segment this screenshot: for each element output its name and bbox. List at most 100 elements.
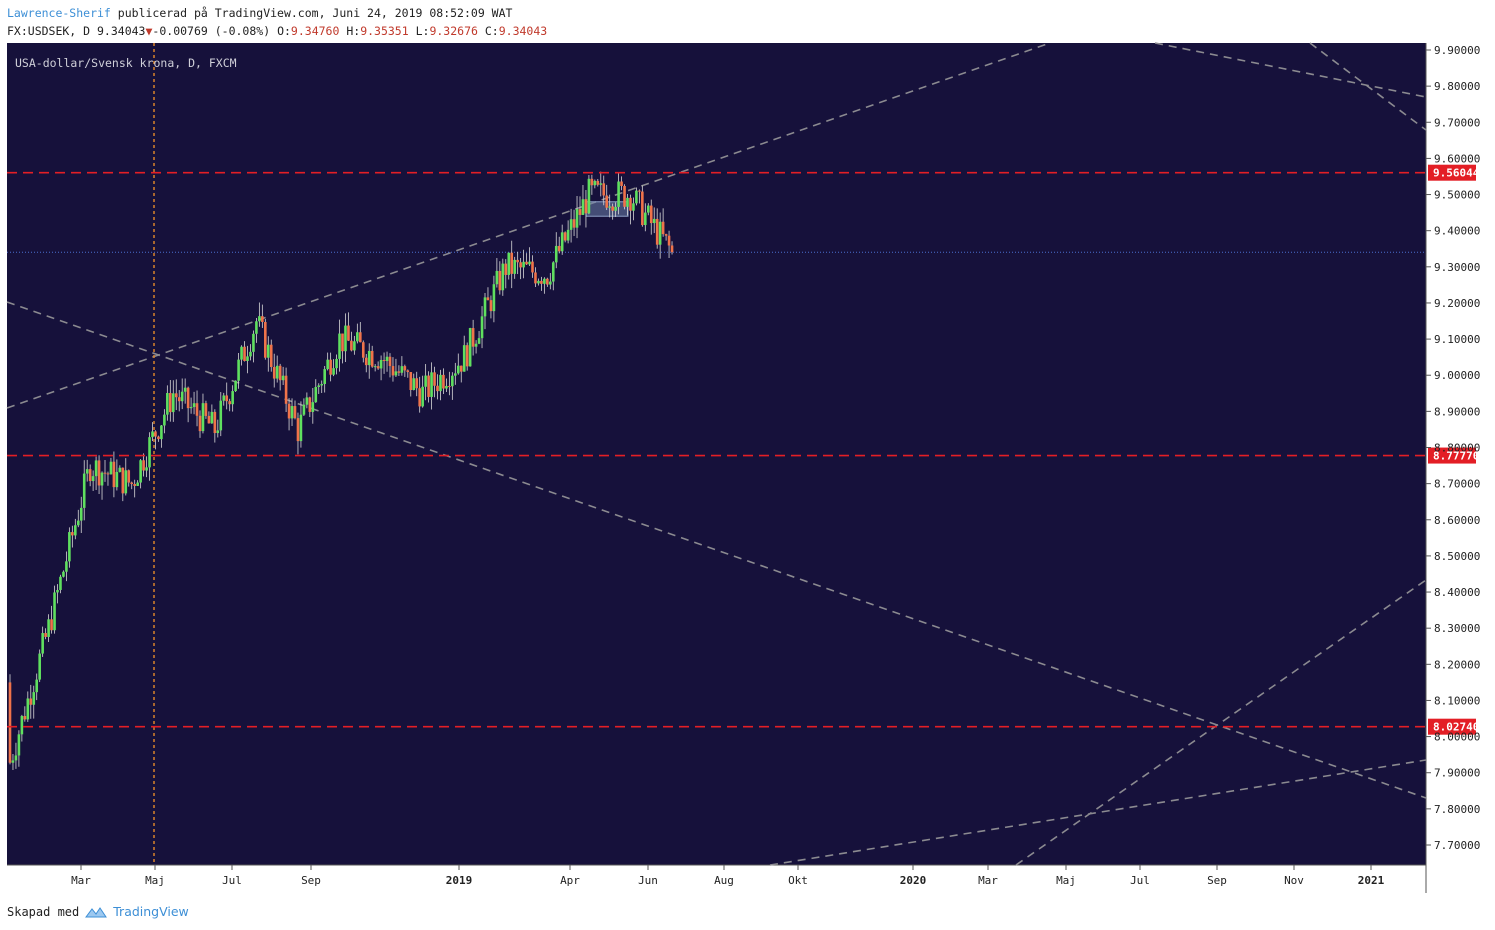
candle-up <box>305 397 309 405</box>
candle-up <box>569 219 573 230</box>
candle-up <box>513 259 516 274</box>
candle-down <box>465 345 469 367</box>
candle-down <box>177 397 181 402</box>
tradingview-brand[interactable]: TradingView <box>113 904 189 919</box>
y-tick-label: 8.40000 <box>1434 586 1480 599</box>
candle-down <box>213 411 217 434</box>
x-tick-label: Mar <box>978 874 998 887</box>
candle-down <box>602 183 606 196</box>
y-tick-label: 9.60000 <box>1434 152 1480 165</box>
candle-down <box>198 415 202 432</box>
candle-up <box>507 252 511 275</box>
candle-up <box>17 734 21 756</box>
candle-down <box>433 372 436 386</box>
candle-up <box>317 385 321 387</box>
candle-down <box>578 209 582 215</box>
candle-down <box>667 235 671 246</box>
candle-up <box>201 403 205 432</box>
candle-up <box>385 356 389 362</box>
x-tick-label: Jun <box>638 874 658 887</box>
x-tick-label: 2020 <box>900 874 927 887</box>
candle-down <box>243 346 246 361</box>
candle-down <box>361 342 365 358</box>
candle-up <box>41 633 44 654</box>
candle-up <box>100 472 104 486</box>
candle-up <box>255 321 258 334</box>
candle-down <box>127 470 131 483</box>
candle-down <box>388 356 392 367</box>
candle-down <box>489 300 493 312</box>
candle-up <box>275 365 279 379</box>
x-tick-label: Okt <box>788 874 808 887</box>
candle-up <box>439 374 442 392</box>
candle-down <box>418 388 421 407</box>
candle-down <box>486 297 490 301</box>
candle-down <box>510 252 514 274</box>
y-tick-label: 8.10000 <box>1434 694 1480 707</box>
candle-down <box>264 322 267 358</box>
candle-down <box>106 473 110 475</box>
candle-up <box>593 180 597 186</box>
candle-up <box>219 400 223 431</box>
trend-line-bottom-flat <box>769 759 1427 866</box>
candle-down <box>442 374 445 389</box>
candle-up <box>373 366 377 368</box>
candle-down <box>296 418 300 442</box>
candle-up <box>160 425 163 440</box>
candle-down <box>308 397 312 412</box>
tradingview-logo-icon <box>85 906 108 917</box>
candle-up <box>231 391 234 405</box>
candle-up <box>38 653 41 680</box>
candle-down <box>157 436 160 440</box>
price-level-label: 8.77770 <box>1433 450 1479 463</box>
candle-down <box>471 328 475 347</box>
candle-up <box>421 386 424 407</box>
candle-down <box>397 371 401 373</box>
candle-up <box>323 369 326 385</box>
candle-up <box>430 372 433 397</box>
x-tick-label: Jul <box>1130 874 1150 887</box>
candle-up <box>47 619 50 637</box>
price-axis[interactable] <box>1426 43 1495 893</box>
candle-up <box>299 414 303 442</box>
candle-down <box>664 234 668 236</box>
candle-up <box>353 341 356 351</box>
candle-up <box>599 183 603 185</box>
candle-up <box>11 760 15 763</box>
high-label: H: <box>346 24 361 38</box>
candle-down <box>112 461 116 488</box>
candle-up <box>646 205 650 213</box>
candle-up <box>626 197 629 207</box>
candle-down <box>225 395 229 402</box>
y-tick-label: 8.00000 <box>1434 731 1480 744</box>
candle-up <box>115 471 119 488</box>
candle-down <box>50 619 53 631</box>
x-tick-label: 2019 <box>446 874 473 887</box>
candle-up <box>451 375 454 387</box>
time-axis[interactable] <box>7 865 1426 893</box>
x-tick-label: Sep <box>301 874 321 887</box>
candle-up <box>575 209 579 228</box>
candle-up <box>302 404 306 415</box>
candle-down <box>403 366 407 371</box>
y-tick-label: 7.70000 <box>1434 839 1480 852</box>
candle-up <box>166 392 169 415</box>
candle-down <box>207 415 211 424</box>
plot-area[interactable] <box>7 43 1426 865</box>
candle-up <box>394 371 398 376</box>
chart-title: USA-dollar/Svensk krona, D, FXCM <box>15 56 237 70</box>
candle-down <box>655 218 659 245</box>
candle-down <box>620 181 623 186</box>
candle-down <box>498 270 502 291</box>
candle-up <box>163 414 166 426</box>
author-link[interactable]: Lawrence-Sherif <box>7 6 111 20</box>
candle-up <box>581 199 585 215</box>
candle-down <box>103 472 107 474</box>
candle-up <box>614 206 617 211</box>
down-arrow-icon: ▼ <box>145 24 153 38</box>
change-value: -0.00769 (-0.08%) <box>152 24 271 38</box>
candle-down <box>572 219 576 228</box>
candle-up <box>522 261 525 268</box>
candle-up <box>136 482 139 486</box>
